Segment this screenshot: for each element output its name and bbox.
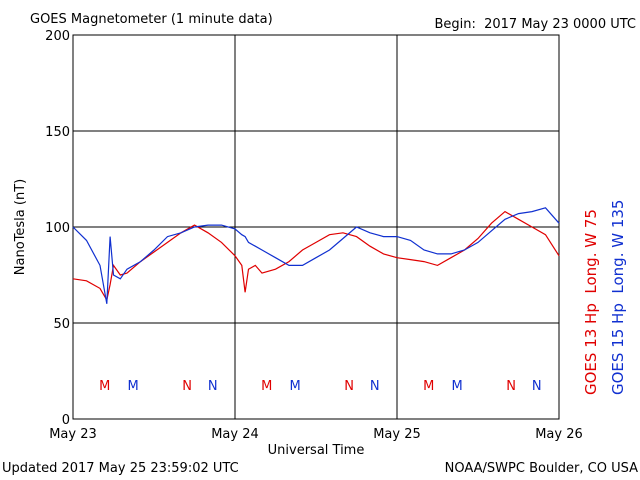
x-axis-label: Universal Time [268, 443, 365, 458]
y-tick-label: 100 [45, 221, 70, 236]
y-axis-label: NanoTesla (nT) [13, 179, 28, 275]
chart-subtitle: Begin: 2017 May 23 0000 UTC [434, 17, 636, 32]
event-marker: N [208, 379, 218, 394]
x-tick-label: May 23 [49, 427, 97, 442]
event-marker: N [506, 379, 516, 394]
footer-left: Updated 2017 May 25 23:59:02 UTC [2, 461, 239, 476]
event-marker: N [532, 379, 542, 394]
x-tick-label: May 25 [373, 427, 421, 442]
event-marker: M [423, 379, 434, 394]
event-marker: M [127, 379, 138, 394]
x-tick-label: May 26 [535, 427, 583, 442]
event-marker: M [261, 379, 272, 394]
series-line [72, 207, 560, 304]
y-tick-label: 50 [53, 317, 70, 332]
legend-entry: GOES 13 Hp Long. W 75 [582, 209, 600, 395]
x-tick-label: May 24 [211, 427, 259, 442]
event-marker: N [344, 379, 354, 394]
event-marker: M [289, 379, 300, 394]
event-marker: M [451, 379, 462, 394]
event-marker: M [99, 379, 110, 394]
event-marker: N [370, 379, 380, 394]
series-line [72, 210, 560, 302]
footer-right: NOAA/SWPC Boulder, CO USA [445, 461, 638, 476]
chart-title: GOES Magnetometer (1 minute data) [30, 12, 273, 27]
y-tick-label: 0 [62, 413, 70, 428]
legend-entry: GOES 15 Hp Long. W 135 [609, 200, 627, 395]
y-tick-label: 200 [45, 29, 70, 44]
event-marker: N [182, 379, 192, 394]
y-tick-label: 150 [45, 125, 70, 140]
